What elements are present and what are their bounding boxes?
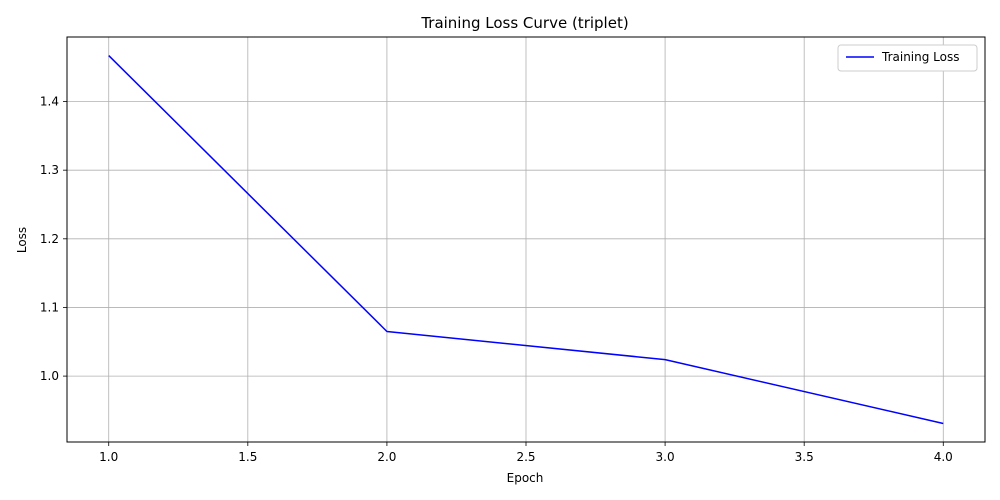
y-tick-label: 1.0: [40, 369, 59, 383]
grid: [67, 37, 985, 442]
x-tick-label: 4.0: [934, 450, 953, 464]
y-tick-label: 1.3: [40, 163, 59, 177]
chart-title: Training Loss Curve (triplet): [420, 14, 628, 32]
y-axis-label: Loss: [15, 227, 29, 253]
legend: Training Loss: [837, 44, 978, 72]
x-tick-label: 2.0: [377, 450, 396, 464]
x-tick-label: 1.5: [238, 450, 257, 464]
y-axis-ticks: 1.0 1.1 1.2 1.3 1.4: [40, 95, 67, 383]
series-line-training-loss: [108, 55, 944, 425]
plot-frame: [66, 36, 986, 443]
x-tick-label: 1.0: [99, 450, 118, 464]
x-axis-label: Epoch: [507, 471, 544, 485]
legend-box: [837, 44, 978, 72]
series-layer: [108, 55, 944, 425]
y-tick-label: 1.4: [40, 95, 59, 109]
x-tick-label: 3.0: [656, 450, 675, 464]
x-tick-label: 3.5: [795, 450, 814, 464]
x-axis-ticks: 1.0 1.5 2.0 2.5 3.0 3.5 4.0: [99, 442, 953, 464]
y-tick-label: 1.1: [40, 300, 59, 314]
x-tick-label: 2.5: [516, 450, 535, 464]
y-tick-label: 1.2: [40, 232, 59, 246]
legend-label-training-loss: Training Loss: [881, 50, 959, 64]
